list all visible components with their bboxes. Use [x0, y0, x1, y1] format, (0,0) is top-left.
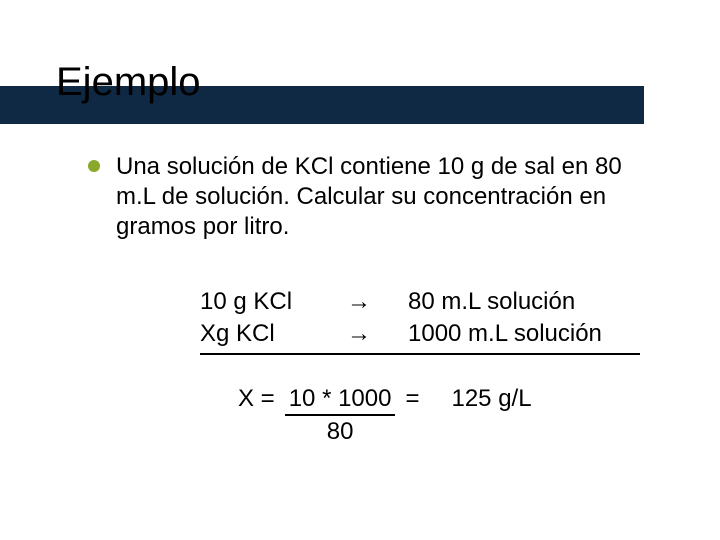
equation-lhs: X =	[238, 383, 275, 415]
arrow-icon: →	[344, 318, 374, 350]
arrow-icon: →	[344, 286, 374, 318]
proportion-rule	[200, 353, 640, 355]
prop2-left: Xg KCl	[200, 318, 310, 350]
prop1-left: 10 g KCl	[200, 286, 310, 318]
equation-result: 125 g/L	[451, 383, 531, 415]
bullet-icon	[88, 160, 100, 172]
slide: Ejemplo Una solución de KCl contiene 10 …	[0, 0, 720, 540]
equation-equals: =	[405, 383, 419, 415]
equation-numerator: 10 * 1000	[285, 385, 396, 417]
proportion-row-2: Xg KCl → 1000 m.L solución	[200, 318, 640, 350]
proportion-row-1: 10 g KCl → 80 m.L solución	[200, 286, 640, 318]
problem-text: Una solución de KCl contiene 10 g de sal…	[116, 152, 664, 242]
proportion-table: 10 g KCl → 80 m.L solución Xg KCl → 1000…	[200, 286, 640, 355]
bullet-item: Una solución de KCl contiene 10 g de sal…	[88, 152, 664, 242]
calculation-block: 10 g KCl → 80 m.L solución Xg KCl → 1000…	[88, 286, 664, 446]
equation: X = 10 * 1000 80 = 125 g/L	[200, 383, 664, 446]
prop1-right: 80 m.L solución	[408, 286, 575, 318]
equation-denominator: 80	[327, 416, 354, 446]
equation-fraction: 10 * 1000 80	[285, 385, 396, 446]
prop2-right: 1000 m.L solución	[408, 318, 602, 350]
slide-title: Ejemplo	[56, 60, 664, 104]
slide-body: Una solución de KCl contiene 10 g de sal…	[56, 152, 664, 446]
title-wrap: Ejemplo	[56, 60, 664, 104]
